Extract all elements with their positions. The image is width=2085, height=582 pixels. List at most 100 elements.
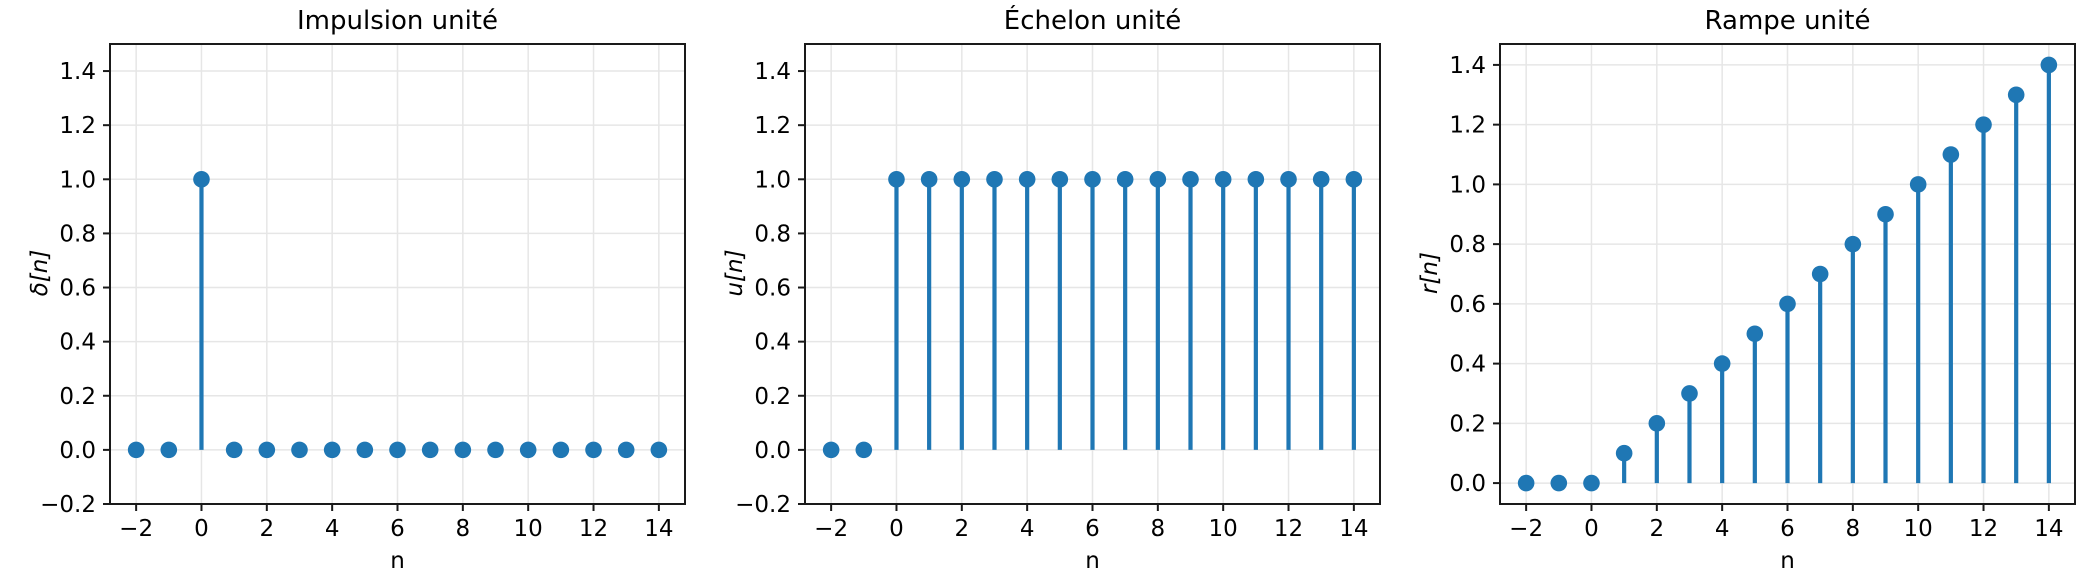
stem-marker xyxy=(888,170,905,188)
y-tick-label: 1.0 xyxy=(1449,172,1486,198)
x-tick-label: 2 xyxy=(259,516,274,542)
stem-marker xyxy=(1909,176,1927,193)
stem-plot-impulse: −2 0 2 4 6 8 10 12 14 −0.2 0.0 0.2 0.4 0.6 0.8 1.0 1.2 1.… xyxy=(40,43,686,542)
stem-marker xyxy=(519,441,537,459)
chart-title: Rampe unité xyxy=(1704,6,1871,36)
chart-panel-step: −2 0 2 4 6 8 10 12 14 −0.2 0.0 0.2 0.4 0.6 0.8 1.0 1.2 1.… xyxy=(695,0,1390,582)
stem-plot-ramp: −2 0 2 4 6 8 10 12 14 0.0 0.2 0.4 0.6 0.8 1.0 1.2 1.4 xyxy=(1449,43,2076,542)
y-tick-label: 0.6 xyxy=(1449,292,1486,318)
y-tick-label: 0.4 xyxy=(754,330,791,356)
x-tick-label: −2 xyxy=(1509,516,1543,542)
stem-marker xyxy=(1942,146,1960,163)
y-tick-label: 1.2 xyxy=(1449,113,1486,139)
chart-title: Impulsion unité xyxy=(297,6,498,36)
stem-marker xyxy=(1975,116,1992,133)
stem-marker xyxy=(1811,265,1829,283)
x-tick-label: 4 xyxy=(1715,516,1730,542)
x-tick-label: 6 xyxy=(1780,516,1795,542)
stem-marker xyxy=(2007,86,2025,104)
x-tick-label: 14 xyxy=(1339,516,1368,542)
stem-marker xyxy=(1844,235,1862,253)
stem-marker xyxy=(1182,170,1199,188)
x-tick-label: 14 xyxy=(644,516,673,542)
stem-marker xyxy=(1247,170,1265,188)
x-tick-label: 12 xyxy=(579,516,608,542)
x-tick-label: −2 xyxy=(814,516,848,542)
x-tick-label: 10 xyxy=(1209,516,1238,542)
y-tick-label: −0.2 xyxy=(40,492,96,518)
stem-marker xyxy=(1713,355,1731,372)
y-tick-label: 0.2 xyxy=(754,384,791,410)
stem-marker xyxy=(323,441,341,459)
stem-marker xyxy=(2040,56,2058,74)
stem-marker xyxy=(1779,295,1796,313)
x-tick-label: 8 xyxy=(1151,516,1166,542)
stem-marker xyxy=(1681,385,1698,402)
x-axis-label: n xyxy=(1085,548,1100,574)
y-tick-label: 1.4 xyxy=(754,59,791,85)
chart-panel-ramp: −2 0 2 4 6 8 10 12 14 0.0 0.2 0.4 0.6 0.8 1.0 1.2 1.4 Ra… xyxy=(1390,0,2085,582)
x-tick-label: 0 xyxy=(1584,516,1599,542)
stem-marker xyxy=(487,441,504,459)
y-axis-label: u[n] xyxy=(722,249,748,297)
x-tick-label: 10 xyxy=(1904,516,1933,542)
stem-marker xyxy=(1280,170,1297,188)
stem-marker xyxy=(986,170,1003,188)
stem-marker xyxy=(127,441,145,459)
stem-marker xyxy=(585,441,602,459)
stem-marker xyxy=(1312,170,1330,188)
stem-marker xyxy=(1149,170,1167,188)
stem-plot-step: −2 0 2 4 6 8 10 12 14 −0.2 0.0 0.2 0.4 0.6 0.8 1.0 1.2 1.… xyxy=(735,43,1381,542)
chart-panel-impulse: −2 0 2 4 6 8 10 12 14 −0.2 0.0 0.2 0.4 0.6 0.8 1.0 1.2 1.… xyxy=(0,0,695,582)
stem-marker xyxy=(1517,474,1535,492)
stem-marker xyxy=(1051,170,1069,188)
y-axis-label: r[n] xyxy=(1417,252,1443,294)
y-tick-label: 1.4 xyxy=(1449,53,1486,79)
x-tick-label: 0 xyxy=(194,516,209,542)
x-tick-label: 2 xyxy=(1649,516,1664,542)
stem-marker xyxy=(617,441,635,459)
stem-marker xyxy=(454,441,472,459)
x-tick-label: 6 xyxy=(390,516,405,542)
x-tick-label: −2 xyxy=(119,516,153,542)
stem-marker xyxy=(193,170,210,188)
chart-title: Échelon unité xyxy=(1003,6,1182,36)
y-tick-label: 0.8 xyxy=(59,221,96,247)
y-tick-label: 0.6 xyxy=(754,276,791,302)
stem-marker xyxy=(552,441,570,459)
x-tick-label: 4 xyxy=(1020,516,1035,542)
stem-marker xyxy=(291,441,308,459)
stem-marker xyxy=(953,170,971,188)
y-tick-label: 0.0 xyxy=(1449,471,1486,497)
x-tick-label: 6 xyxy=(1085,516,1100,542)
stem-marker xyxy=(389,441,406,459)
x-axis-label: n xyxy=(1780,548,1795,574)
x-tick-label: 0 xyxy=(889,516,904,542)
y-tick-label: 0.4 xyxy=(59,330,96,356)
y-axis-label: δ[n] xyxy=(27,249,53,297)
y-tick-label: 0.8 xyxy=(1449,232,1486,258)
stem-marker xyxy=(1214,170,1232,188)
stem-marker xyxy=(1615,444,1633,462)
y-tick-label: 1.2 xyxy=(59,113,96,139)
y-tick-label: 0.0 xyxy=(59,438,96,464)
stem-marker xyxy=(225,441,243,459)
y-tick-label: 1.0 xyxy=(59,167,96,193)
stem-marker xyxy=(1877,205,1894,223)
stem-marker xyxy=(1648,415,1666,432)
x-tick-label: 12 xyxy=(1969,516,1998,542)
stem-marker xyxy=(855,441,873,459)
stem-marker xyxy=(650,441,668,459)
x-tick-label: 2 xyxy=(954,516,969,542)
stem-marker xyxy=(822,441,840,459)
y-tick-label: 0.2 xyxy=(59,384,96,410)
stem-marker xyxy=(421,441,439,459)
stem-marker xyxy=(1583,474,1600,492)
stem-marker xyxy=(1550,474,1568,492)
y-tick-label: 1.2 xyxy=(754,113,791,139)
x-tick-label: 8 xyxy=(456,516,471,542)
x-axis-label: n xyxy=(390,548,405,574)
stem-marker xyxy=(1746,325,1764,343)
stem-marker xyxy=(1116,170,1134,188)
